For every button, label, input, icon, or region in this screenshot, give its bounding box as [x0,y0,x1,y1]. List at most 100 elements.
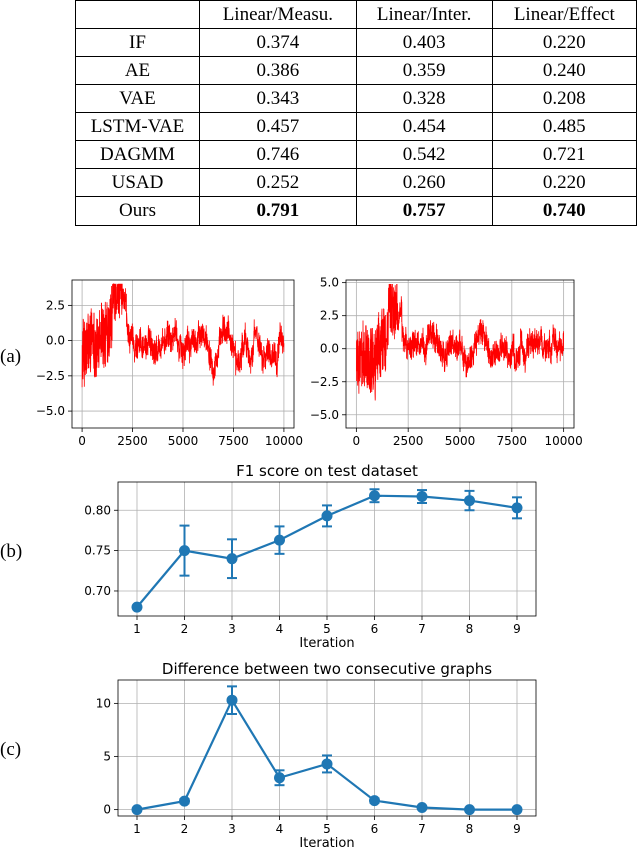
x-tick-label: 2500 [393,434,424,448]
y-tick-label: 0.75 [84,544,111,558]
score-cell: 0.721 [491,140,638,169]
chart-a-left: 0 2500 5000 7500 10000 −5.0 −2.5 0.0 2.5 [36,279,303,448]
x-tick-label: 1 [133,822,141,836]
table-row: Ours 0.791 0.757 0.740 [75,196,638,226]
x-tick-label: 3 [228,822,236,836]
x-tick-label: 2 [181,822,189,836]
x-tick-label: 4 [276,822,284,836]
chart-c: 1 2 3 4 5 6 7 8 9 0 5 10 Difference between two cons… [96,660,537,849]
x-tick-label: 5 [323,622,331,636]
x-tick-label: 7500 [218,434,249,448]
x-tick-label: 6 [371,622,379,636]
x-tick-label: 5000 [445,434,476,448]
data-point [416,491,428,503]
score-cell: 0.260 [355,168,493,197]
chart-title: F1 score on test dataset [236,462,418,480]
x-tick-label: 10000 [545,434,583,448]
y-tick-label: 0.70 [84,584,111,598]
data-point [131,601,143,613]
y-tick-label: −2.5 [310,375,339,389]
y-tick-label: 0.0 [320,342,339,356]
best-score-cell: 0.791 [199,196,357,226]
y-tick-label: 0.80 [84,503,111,517]
data-point [226,694,238,706]
score-cell: 0.403 [355,28,493,57]
x-tick-label: 8 [466,822,474,836]
y-tick-label: −5.0 [36,404,65,418]
data-point [226,553,238,565]
x-tick-label: 1 [133,622,141,636]
x-tick-label: 0 [78,434,86,448]
data-point [179,795,190,807]
data-point [511,502,523,514]
y-tick-label: 0.0 [46,334,65,348]
panel-label-b: (b) [0,541,22,562]
table-row: IF 0.374 0.403 0.220 [75,28,638,57]
results-table: Linear/Measu. Linear/Inter. Linear/Effec… [75,0,638,226]
y-tick-label: 0 [103,803,111,817]
data-point [274,772,285,784]
chart-title: Difference between two consecutive graph… [162,660,492,678]
header-cell: Linear/Effect [491,0,638,29]
x-tick-label: 7500 [497,434,528,448]
score-cell: 0.542 [355,140,493,169]
x-tick-label: 7 [418,622,426,636]
score-cell: 0.208 [491,84,638,113]
score-cell: 0.454 [355,112,493,141]
plot-frame [345,279,575,429]
x-tick-label: 7 [418,822,426,836]
score-cell: 0.746 [199,140,357,169]
x-tick-label: 4 [276,622,284,636]
x-tick-label: 9 [513,822,521,836]
data-point [464,495,475,507]
y-tick-label: 2.5 [46,298,65,312]
data-point [321,758,333,770]
y-tick-label: 2.5 [320,309,339,323]
method-cell: LSTM-VAE [75,112,200,141]
score-cell: 0.240 [491,56,638,85]
y-tick-label: 5.0 [320,276,339,290]
score-cell: 0.386 [199,56,357,85]
score-cell: 0.220 [491,168,638,197]
best-score-cell: 0.740 [491,196,638,226]
y-tick-label: −2.5 [36,369,65,383]
x-tick-label: 2 [181,622,189,636]
data-point [369,490,380,502]
data-point [369,795,380,807]
table-row: LSTM-VAE 0.457 0.454 0.485 [75,112,638,141]
score-cell: 0.485 [491,112,638,141]
panel-label-a: (a) [0,346,21,367]
x-tick-label: 2500 [117,434,148,448]
best-score-cell: 0.757 [355,196,493,226]
x-tick-label: 6 [371,822,379,836]
x-tick-label: 8 [466,622,474,636]
table-row: AE 0.386 0.359 0.240 [75,56,638,85]
signal-line [81,282,285,388]
x-tick-label: 9 [513,622,521,636]
x-axis-label: Iteration [299,836,354,849]
data-point [511,804,523,816]
chart-a-right: 0 2500 5000 7500 10000 −5.0 −2.5 0.0 2.5 5.0 [310,276,583,448]
score-cell: 0.457 [199,112,357,141]
data-point [416,802,428,813]
method-cell: AE [75,56,200,85]
x-tick-label: 10000 [265,434,303,448]
x-tick-label: 0 [353,434,361,448]
x-axis-label: Iteration [299,636,354,651]
data-point [131,804,143,816]
y-tick-label: 10 [96,696,111,710]
panel-label-c: (c) [0,739,21,760]
data-point [321,510,333,522]
x-tick-label: 3 [228,622,236,636]
chart-b: 1 2 3 4 5 6 7 8 9 0.70 0.75 0.80 F1 score on test da… [84,462,537,651]
y-tick-label: 5 [103,750,111,764]
plot-frame [117,481,537,617]
table-row: VAE 0.343 0.328 0.208 [75,84,638,113]
data-point [179,545,190,557]
method-cell: USAD [75,168,200,197]
plot-frame [71,279,295,429]
plot-frame [117,679,537,817]
x-tick-label: 5000 [168,434,199,448]
score-cell: 0.252 [199,168,357,197]
